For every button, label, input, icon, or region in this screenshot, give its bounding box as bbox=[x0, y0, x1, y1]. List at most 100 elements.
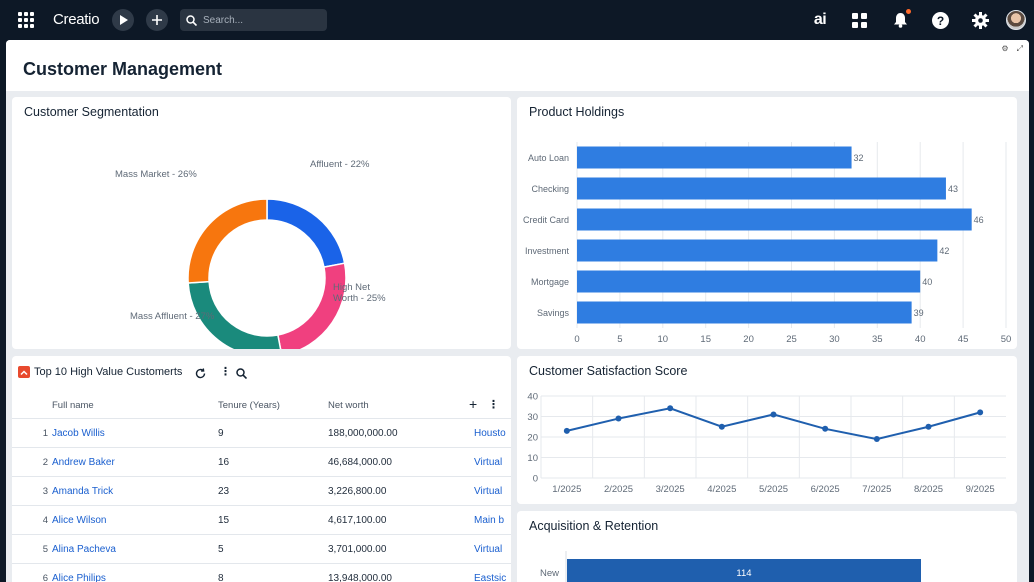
customer-name-link[interactable]: Andrew Baker bbox=[52, 457, 115, 468]
data-point[interactable] bbox=[873, 436, 880, 443]
plus-icon bbox=[152, 15, 162, 25]
table-search-button[interactable] bbox=[236, 366, 248, 384]
acquisition-chart: New 114 bbox=[540, 551, 921, 582]
row-number: 4 bbox=[42, 515, 48, 526]
donut-chart: Affluent - 22% High Net Worth - 25% Mass… bbox=[115, 159, 386, 349]
notification-dot bbox=[906, 9, 911, 14]
category-label: Investment bbox=[525, 246, 570, 256]
tenure-value: 15 bbox=[218, 515, 230, 526]
label-affluent: Affluent - 22% bbox=[310, 159, 370, 170]
data-point[interactable] bbox=[718, 423, 725, 430]
x-tick-label: 7/2025 bbox=[862, 484, 891, 495]
add-column-icon[interactable]: + bbox=[469, 396, 478, 412]
x-tick-label: 5 bbox=[617, 334, 622, 345]
run-process-button[interactable] bbox=[112, 9, 134, 31]
customer-name-link[interactable]: Alina Pacheva bbox=[52, 544, 116, 555]
donut-slice-high-net-worth[interactable] bbox=[276, 262, 347, 349]
search-icon bbox=[236, 368, 248, 380]
x-tick-label: 25 bbox=[786, 334, 797, 345]
column-menu-icon[interactable]: ⋮ bbox=[488, 399, 499, 411]
tenure-value: 8 bbox=[218, 573, 224, 582]
x-tick-label: 35 bbox=[872, 334, 883, 345]
tenure-value: 16 bbox=[218, 457, 230, 468]
customer-name-link[interactable]: Jacob Willis bbox=[52, 428, 105, 439]
table-row[interactable]: 6 Alice Philips 8 13,948,000.00 Eastsic bbox=[12, 563, 511, 582]
expand-icon[interactable]: ⤢ bbox=[1016, 44, 1023, 53]
data-point[interactable] bbox=[822, 425, 829, 432]
data-point[interactable] bbox=[563, 427, 570, 434]
branch-link[interactable]: Virtual bbox=[474, 457, 503, 468]
table-row[interactable]: 2 Andrew Baker 16 46,684,000.00 Virtual bbox=[12, 447, 511, 476]
more-options-icon[interactable]: ⋮ bbox=[220, 366, 231, 378]
branch-link[interactable]: Eastsic bbox=[474, 573, 507, 582]
table-row[interactable]: 3 Amanda Trick 23 3,226,800.00 Virtual bbox=[12, 476, 511, 505]
bar-checking[interactable] bbox=[577, 177, 946, 200]
row-number: 2 bbox=[42, 457, 48, 468]
bar-auto-loan[interactable] bbox=[577, 146, 852, 169]
bar-investment[interactable] bbox=[577, 239, 938, 262]
table-row[interactable]: 4 Alice Wilson 15 4,617,100.00 Main b bbox=[12, 505, 511, 534]
page-title: Customer Management bbox=[23, 59, 223, 79]
search-icon bbox=[186, 14, 197, 26]
satisfaction-chart: 0 10 20 30 40 1/2025 2/2025 3/2025 4/2025 5/2025 6… bbox=[527, 392, 1006, 495]
x-tick-label: 4/2025 bbox=[707, 484, 736, 495]
customer-name-link[interactable]: Alice Philips bbox=[52, 573, 106, 582]
donut-slice-affluent[interactable] bbox=[266, 198, 346, 269]
branch-link[interactable]: Virtual bbox=[474, 544, 503, 555]
branch-link[interactable]: Housto bbox=[474, 428, 506, 439]
holdings-card: Product Holdings 0 5 10 15 20 25 30 35 40 45 50 Aut… bbox=[517, 97, 1017, 349]
customer-name-link[interactable]: Amanda Trick bbox=[52, 486, 114, 497]
refresh-button[interactable] bbox=[195, 366, 206, 384]
x-tick-label: 15 bbox=[700, 334, 711, 345]
search-input[interactable] bbox=[203, 14, 313, 26]
x-tick-label: 10 bbox=[658, 334, 669, 345]
donut-slice-mass-market[interactable] bbox=[187, 198, 268, 284]
row-number: 6 bbox=[42, 573, 48, 582]
x-tick-label: 1/2025 bbox=[552, 484, 581, 495]
satisfaction-card: Customer Satisfaction Score 0 10 20 30 40 1/2… bbox=[517, 356, 1017, 504]
main-panel: Customer Management ⚙ ⤢ Customer Segment… bbox=[6, 40, 1029, 582]
table-header: Full name Tenure (Years) Net worth + ⋮ bbox=[12, 396, 511, 418]
data-point[interactable] bbox=[925, 423, 932, 430]
bar-value-label: 32 bbox=[854, 153, 864, 163]
help-icon: ? bbox=[931, 11, 949, 29]
play-icon bbox=[119, 15, 128, 25]
table-row[interactable]: 5 Alina Pacheva 5 3,701,000.00 Virtual bbox=[12, 534, 511, 563]
logo: Creatio bbox=[53, 11, 100, 28]
holdings-chart: 0 5 10 15 20 25 30 35 40 45 50 Auto Loan 32 Checking 4… bbox=[523, 142, 1011, 345]
avatar[interactable] bbox=[1006, 10, 1026, 30]
category-label: Auto Loan bbox=[528, 153, 569, 163]
chevron-up-icon bbox=[20, 370, 28, 376]
notifications-button[interactable] bbox=[891, 9, 911, 30]
customer-name-link[interactable]: Alice Wilson bbox=[52, 515, 107, 526]
table-row[interactable]: 1 Jacob Willis 9 188,000,000.00 Housto bbox=[12, 418, 511, 447]
acq-bar-new bbox=[567, 559, 921, 582]
refresh-icon bbox=[195, 368, 206, 379]
data-point[interactable] bbox=[667, 405, 674, 412]
app-launcher-icon[interactable] bbox=[18, 12, 34, 28]
collapse-button[interactable] bbox=[18, 366, 30, 378]
column-tenure[interactable]: Tenure (Years) bbox=[218, 400, 280, 411]
data-point[interactable] bbox=[770, 411, 777, 418]
data-point[interactable] bbox=[977, 409, 984, 416]
add-button[interactable] bbox=[146, 9, 168, 31]
branch-link[interactable]: Virtual bbox=[474, 486, 503, 497]
column-full-name[interactable]: Full name bbox=[52, 400, 94, 411]
x-tick-label: 40 bbox=[915, 334, 926, 345]
label-high-net-worth-2: Worth - 25% bbox=[333, 293, 386, 304]
bar-mortgage[interactable] bbox=[577, 270, 921, 293]
net-worth-value: 13,948,000.00 bbox=[328, 573, 392, 582]
settings-small-icon[interactable]: ⚙ bbox=[1001, 44, 1009, 53]
bar-savings[interactable] bbox=[577, 301, 912, 324]
bar-credit-card[interactable] bbox=[577, 208, 972, 231]
page-header: Customer Management ⚙ ⤢ bbox=[6, 40, 1029, 91]
search-box[interactable] bbox=[180, 9, 327, 31]
x-tick-label: 45 bbox=[958, 334, 969, 345]
settings-button[interactable] bbox=[971, 10, 989, 30]
data-point[interactable] bbox=[615, 415, 622, 422]
ai-button[interactable]: ai bbox=[808, 10, 832, 30]
apps-button[interactable] bbox=[850, 10, 868, 30]
branch-link[interactable]: Main b bbox=[474, 515, 505, 526]
help-button[interactable]: ? bbox=[931, 10, 949, 30]
column-net-worth[interactable]: Net worth bbox=[328, 400, 369, 411]
